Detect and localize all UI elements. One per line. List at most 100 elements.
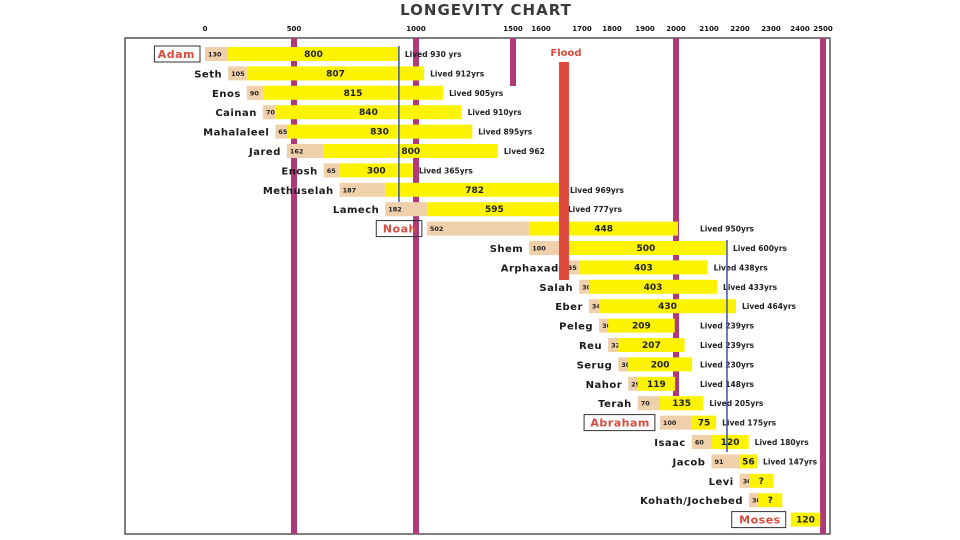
name-label: Enosh	[281, 166, 317, 177]
after-bar	[711, 435, 749, 449]
after-bar	[748, 473, 774, 488]
lived-label: Lived 912yrs	[430, 69, 485, 78]
name-label: Isaac	[654, 438, 686, 449]
name-label: Abraham	[590, 417, 649, 430]
after-bar	[618, 338, 685, 352]
begot-bar	[262, 105, 276, 120]
name-label: Kohath/Jochebed	[640, 496, 743, 507]
reference-line-2500	[820, 38, 826, 534]
row-jared: 162 800 Jared Lived 962	[248, 144, 545, 158]
after-label: 56	[742, 457, 755, 467]
flood-band	[558, 62, 569, 280]
row-moses: 120 Moses	[731, 511, 821, 529]
lived-label: Lived 433yrs	[723, 283, 778, 292]
name-box	[375, 220, 423, 238]
begot-label: 70	[641, 400, 651, 408]
name-label: Jared	[248, 147, 281, 158]
begot-bar	[739, 473, 749, 488]
x-tick-label: 2200	[730, 25, 750, 33]
after-bar	[739, 454, 758, 469]
row-lamech: 182 595 Lamech Lived 777yrs	[333, 202, 623, 217]
begot-label: 162	[290, 148, 304, 156]
begot-bar	[748, 493, 759, 508]
row-adam: 130 800 Adam Lived 930 yrs	[153, 45, 462, 63]
begot-label: 32	[611, 342, 620, 350]
flood-label: Flood	[550, 48, 581, 59]
after-bar	[262, 85, 444, 100]
row-abraham: 100 75 Abraham Lived 175yrs	[583, 414, 777, 432]
lived-label: Lived 962	[504, 147, 545, 156]
reference-line-1000	[413, 38, 419, 534]
begot-label: 35	[568, 264, 578, 272]
begot-bar	[323, 163, 340, 178]
after-label: 403	[644, 283, 663, 293]
after-bar	[385, 182, 564, 197]
x-tick-label: 1600	[531, 25, 551, 33]
begot-bar	[659, 415, 692, 430]
after-bar	[637, 376, 676, 391]
lived-label: Lived 175yrs	[722, 419, 777, 428]
after-label: 500	[636, 244, 655, 254]
begot-label: 90	[250, 89, 260, 97]
name-label: Serug	[577, 360, 613, 371]
row-methuselah: 187 782 Methuselah Lived 969yrs	[263, 182, 625, 197]
lived-label: Lived 777yrs	[568, 205, 623, 214]
begot-bar	[618, 357, 629, 372]
after-label: 830	[370, 128, 389, 138]
after-label: 430	[658, 302, 677, 312]
name-box	[153, 45, 201, 63]
begot-label: 30	[621, 361, 631, 369]
begot-bar	[205, 47, 229, 61]
after-label: 403	[634, 263, 653, 273]
lived-label: Lived 910yrs	[468, 108, 523, 117]
row-arphaxad: 35 403 Arphaxad Lived 438yrs	[501, 260, 768, 275]
after-bar	[588, 279, 718, 294]
after-bar	[323, 144, 498, 158]
row-enos: 90 815 Enos Lived 905yrs	[212, 85, 504, 100]
begot-bar	[628, 376, 638, 391]
chart-title: LONGEVITY CHART	[400, 1, 572, 19]
begot-bar	[385, 202, 427, 217]
name-label: Noah	[383, 223, 417, 236]
chart-frame	[124, 37, 831, 535]
begot-label: 34	[592, 303, 602, 311]
after-bar	[426, 202, 562, 217]
after-label: 840	[359, 108, 378, 118]
after-label: 800	[401, 147, 420, 157]
name-label: Seth	[194, 69, 222, 80]
after-label: 207	[642, 341, 661, 351]
begot-bar	[599, 318, 609, 333]
begot-label: 187	[343, 186, 357, 194]
after-bar	[339, 163, 413, 178]
begot-bar	[275, 124, 287, 139]
after-label: 120	[721, 438, 740, 448]
after-label: ?	[768, 496, 773, 506]
name-label: Enos	[212, 89, 241, 100]
after-bar	[286, 124, 473, 139]
after-label: 595	[485, 205, 504, 215]
after-bar	[579, 260, 708, 275]
begot-label: 105	[231, 70, 245, 78]
begot-bar	[228, 66, 247, 81]
name-label: Moses	[739, 514, 781, 527]
begot-label: 130	[208, 51, 222, 59]
begot-bar	[246, 85, 263, 100]
x-tick-label: 1700	[572, 25, 592, 33]
after-label: 815	[344, 89, 363, 99]
row-terah: 70 135 Terah Lived 205yrs	[598, 396, 764, 411]
after-label: 75	[698, 419, 711, 429]
name-label: Shem	[490, 244, 524, 255]
begot-label: 29	[631, 380, 641, 388]
after-bar	[275, 105, 462, 120]
name-label: Arphaxad	[501, 263, 559, 274]
name-label: Jacob	[672, 457, 706, 468]
lived-label: Lived 180yrs	[755, 438, 810, 447]
lived-label: Lived 365yrs	[419, 166, 474, 175]
begot-bar	[588, 299, 600, 314]
x-tick-label: 2000	[666, 25, 686, 33]
after-bar	[599, 299, 736, 314]
name-box	[583, 414, 656, 432]
